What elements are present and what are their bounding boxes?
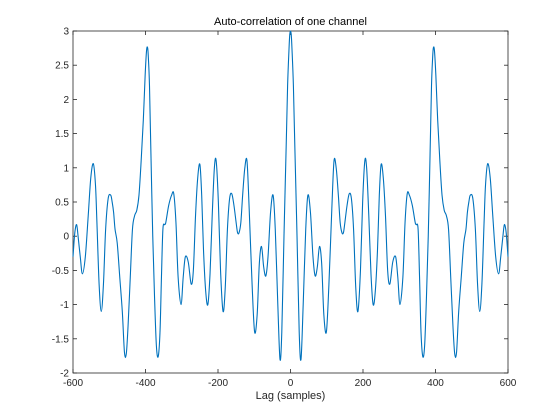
y-tick-label: 1.5 [55, 129, 69, 140]
y-tick-label: -1.5 [52, 334, 70, 345]
y-axis: -2 -1.5 -1 -0.5 0 0.5 1 1.5 2 2.5 3 [52, 27, 508, 380]
y-tick-label: 0.5 [55, 198, 69, 209]
y-tick-label: 2.5 [55, 61, 69, 72]
x-tick-label: -200 [208, 378, 228, 389]
y-tick-label: -1 [60, 300, 69, 311]
x-tick-label: 0 [288, 378, 294, 389]
x-tick-label: 400 [427, 378, 444, 389]
x-tick-label: 200 [355, 378, 372, 389]
x-tick-label: -600 [63, 378, 83, 389]
y-tick-label: -2 [60, 369, 69, 380]
series-line [72, 30, 509, 361]
y-tick-label: 1 [63, 163, 69, 174]
plot-area [72, 30, 509, 374]
chart-title: Auto-correlation of one channel [214, 16, 367, 28]
y-tick-label: 2 [63, 95, 69, 106]
y-tick-label: 0 [63, 232, 69, 243]
x-tick-label: -400 [135, 378, 155, 389]
x-axis-label: Lag (samples) [256, 390, 326, 402]
y-tick-label: -0.5 [52, 266, 70, 277]
x-tick-label: 600 [500, 378, 517, 389]
y-tick-label: 3 [63, 27, 69, 38]
